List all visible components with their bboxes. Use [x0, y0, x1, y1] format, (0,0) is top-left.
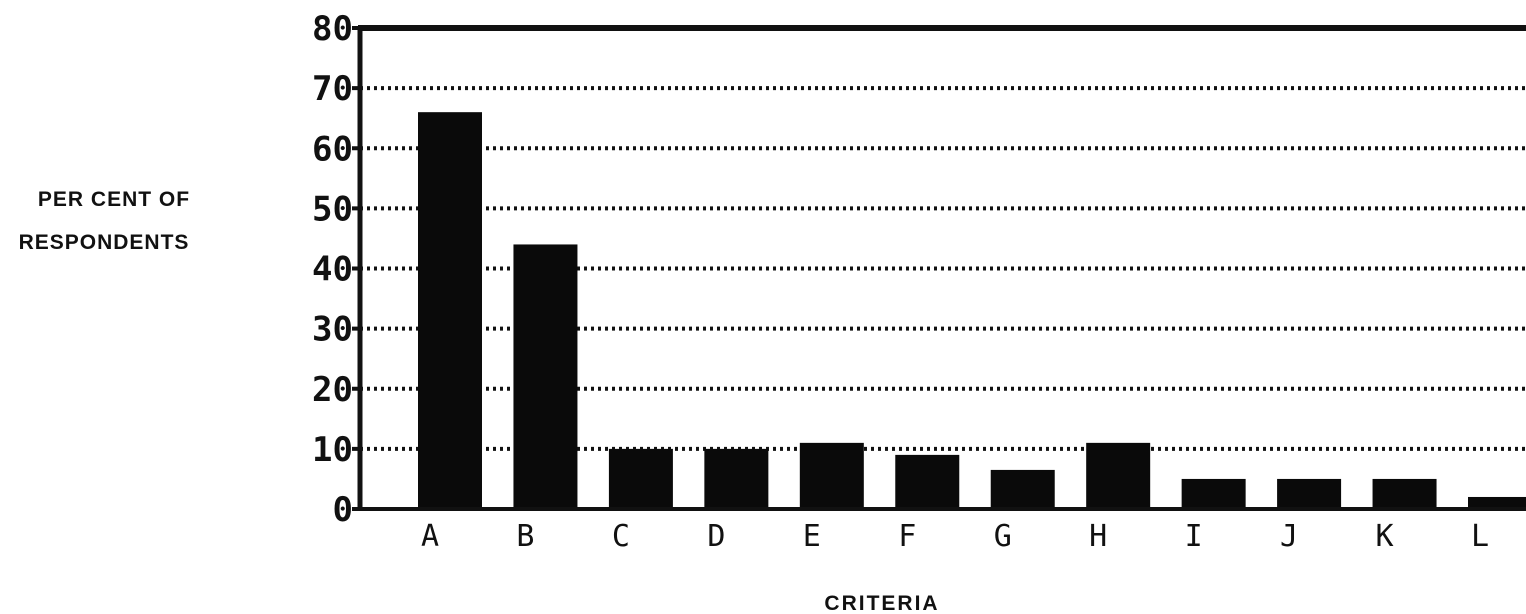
x-axis-label: CRITERIA [824, 592, 939, 614]
x-tick-label-I: I [1185, 519, 1203, 554]
x-tick-label-J: J [1280, 519, 1298, 554]
bar-J [1277, 478, 1342, 509]
bar-I [1181, 478, 1246, 509]
bar-A [418, 112, 482, 510]
y-tick-label-30: 30 [312, 310, 353, 350]
x-tick-label-L: L [1471, 519, 1489, 554]
bars [418, 112, 1526, 510]
y-tick-label-10: 10 [312, 430, 353, 470]
y-tick-label-60: 60 [312, 129, 353, 169]
x-tick-label-K: K [1376, 519, 1394, 554]
bar-E [799, 442, 864, 509]
x-tick-label-H: H [1089, 519, 1107, 554]
y-axis-label-line-2: RESPONDENTS [19, 231, 190, 254]
gridlines [360, 86, 1526, 451]
bar-B [513, 244, 578, 509]
x-tick-label-D: D [707, 519, 725, 554]
x-tick-label-C: C [612, 519, 630, 554]
y-tick-label-0: 0 [333, 490, 353, 530]
y-axis-label: PER CENT OF RESPONDENTS [19, 188, 190, 254]
bar-D [704, 448, 769, 509]
bar-K [1372, 478, 1437, 509]
bar-F [895, 454, 960, 509]
x-tick-label-A: A [421, 519, 439, 554]
x-tick-label-G: G [994, 519, 1012, 554]
y-tick-label-20: 20 [312, 370, 353, 410]
y-tick-label-80: 80 [312, 9, 353, 49]
bar-L [1468, 496, 1526, 509]
x-tick-label-F: F [898, 519, 916, 554]
bar-G [990, 469, 1055, 509]
bar-H [1086, 442, 1151, 509]
y-tick-label-40: 40 [312, 250, 353, 290]
y-tick-labels: 0 10 20 30 40 50 60 70 80 [312, 9, 360, 530]
y-tick-label-50: 50 [312, 189, 353, 229]
x-tick-label-E: E [803, 519, 821, 554]
x-tick-labels: A B C D E F G H I J K L [421, 519, 1489, 554]
y-tick-label-70: 70 [312, 69, 353, 109]
y-axis-label-line-1: PER CENT OF [38, 188, 190, 211]
x-tick-label-B: B [516, 519, 534, 554]
bar-C [608, 448, 673, 509]
